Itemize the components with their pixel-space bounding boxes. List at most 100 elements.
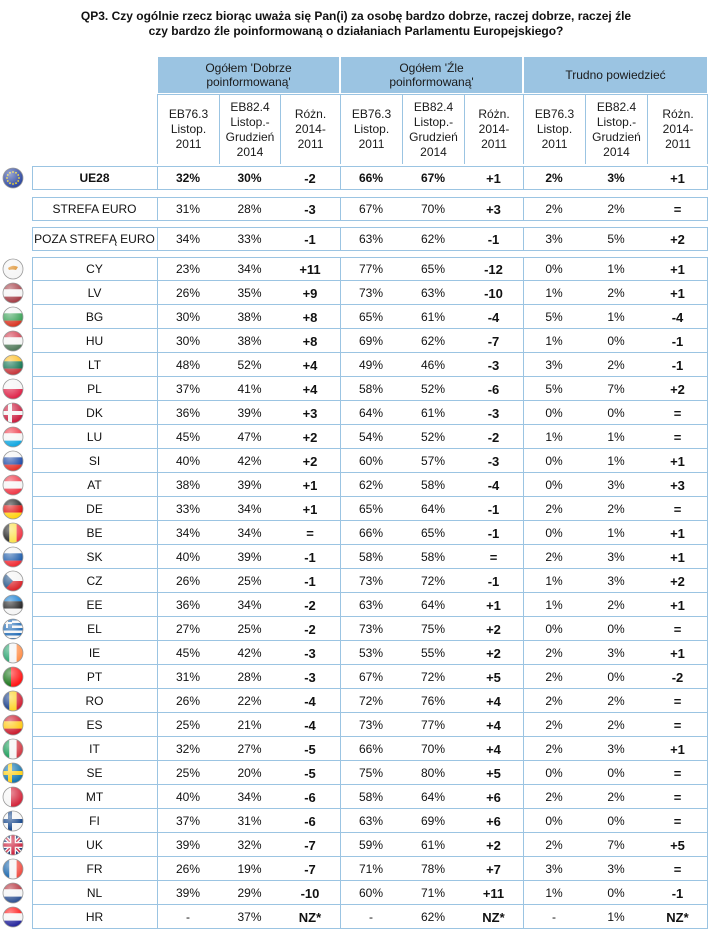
column-border — [157, 593, 158, 617]
percent-value: 37% — [175, 814, 201, 828]
percent-value: 2% — [545, 718, 563, 732]
value-cell: 2% — [523, 737, 585, 761]
percent-value: 42% — [237, 646, 262, 660]
column-border — [340, 449, 341, 473]
value-cell: 39% — [219, 401, 280, 425]
value-cell: 34% — [157, 521, 219, 545]
percent-value: 0% — [545, 622, 563, 636]
column-border — [157, 353, 158, 377]
title-line-2: czy bardzo źle poinformowaną o działania… — [148, 24, 564, 38]
el-flag-icon — [2, 618, 24, 640]
column-border — [523, 329, 524, 353]
diff-value: = — [673, 765, 682, 781]
diff-value: +1 — [670, 261, 685, 277]
table-row — [32, 401, 708, 425]
percent-value: 5% — [545, 310, 563, 324]
diff-value: = — [673, 789, 682, 805]
percent-value: 67% — [358, 670, 384, 684]
row-label-text: DE — [86, 502, 103, 516]
diff-value: +2 — [486, 837, 501, 853]
row-label-text: PT — [86, 670, 103, 684]
column-border — [523, 713, 524, 737]
column-border — [157, 377, 158, 401]
column-border — [32, 737, 33, 761]
ie-flag-icon — [2, 642, 24, 664]
diff-value: +5 — [486, 669, 501, 685]
table-row — [32, 329, 708, 353]
column-border — [340, 665, 341, 689]
fr-flag-icon — [2, 858, 24, 880]
percent-value: 54% — [358, 430, 384, 444]
group-header-label: Ogółem 'Źle poinformowaną' — [389, 61, 474, 89]
percent-value: 2% — [545, 838, 563, 852]
diff-cell: NZ* — [464, 905, 523, 929]
percent-value: 72% — [420, 670, 446, 684]
diff-cell: +1 — [280, 497, 340, 521]
value-cell: 46% — [402, 353, 464, 377]
percent-value: 1% — [545, 886, 563, 900]
value-cell: 1% — [585, 257, 647, 281]
percent-value: 40% — [175, 454, 201, 468]
value-cell: 0% — [523, 449, 585, 473]
value-cell: 2% — [523, 665, 585, 689]
value-cell: 42% — [219, 449, 280, 473]
diff-value: -1 — [487, 573, 500, 589]
percent-value: 1% — [607, 454, 625, 468]
value-cell: 3% — [585, 166, 647, 190]
percent-value: 34% — [237, 262, 262, 276]
diff-cell: +1 — [647, 257, 708, 281]
diff-value: -1 — [487, 525, 500, 541]
column-border — [157, 833, 158, 857]
diff-value: +1 — [670, 170, 685, 186]
percent-value: 38% — [175, 478, 201, 492]
column-border — [340, 353, 341, 377]
se-flag-icon — [2, 762, 24, 784]
column-border — [340, 641, 341, 665]
percent-value: 39% — [175, 886, 201, 900]
value-cell: 77% — [402, 713, 464, 737]
percent-value: 77% — [420, 718, 446, 732]
value-cell: 35% — [219, 281, 280, 305]
row-label-text: AT — [87, 478, 102, 492]
value-cell: 1% — [585, 905, 647, 929]
value-cell: 2% — [523, 197, 585, 221]
column-border — [340, 257, 341, 281]
diff-value: NZ* — [298, 909, 322, 925]
diff-value: -2 — [304, 597, 316, 613]
percent-value: 39% — [237, 406, 262, 420]
value-cell: 64% — [402, 497, 464, 521]
percent-value: 7% — [607, 382, 625, 396]
column-border — [157, 425, 158, 449]
diff-cell: -2 — [464, 425, 523, 449]
column-header: EB82.4 Listop.- Grudzień 2014 — [219, 94, 280, 164]
diff-cell: +11 — [464, 881, 523, 905]
value-cell: 73% — [340, 713, 402, 737]
table-row — [32, 713, 708, 737]
percent-value: 26% — [175, 574, 201, 588]
row-label-text: LV — [87, 286, 102, 300]
column-header-label: EB76.3 Listop. 2011 — [534, 107, 575, 151]
table-row — [32, 449, 708, 473]
it-flag-icon — [2, 738, 24, 760]
row-label: BE — [32, 521, 157, 545]
diff-cell: = — [647, 425, 708, 449]
percent-value: 0% — [545, 454, 563, 468]
percent-value: 34% — [175, 526, 201, 540]
column-border — [32, 689, 33, 713]
diff-value: +2 — [486, 621, 501, 637]
percent-value: 39% — [237, 550, 262, 564]
value-cell: 2% — [585, 353, 647, 377]
row-label-text: IT — [89, 742, 100, 756]
value-cell: 67% — [340, 665, 402, 689]
diff-value: = — [489, 549, 498, 565]
diff-value: -4 — [304, 693, 316, 709]
percent-value: 22% — [237, 694, 262, 708]
percent-value: 30% — [175, 310, 201, 324]
diff-cell: -4 — [647, 305, 708, 329]
diff-cell: +1 — [647, 545, 708, 569]
column-border — [157, 737, 158, 761]
value-cell: 0% — [523, 809, 585, 833]
diff-cell: -3 — [464, 401, 523, 425]
table-row — [32, 227, 708, 251]
column-border — [707, 329, 708, 353]
